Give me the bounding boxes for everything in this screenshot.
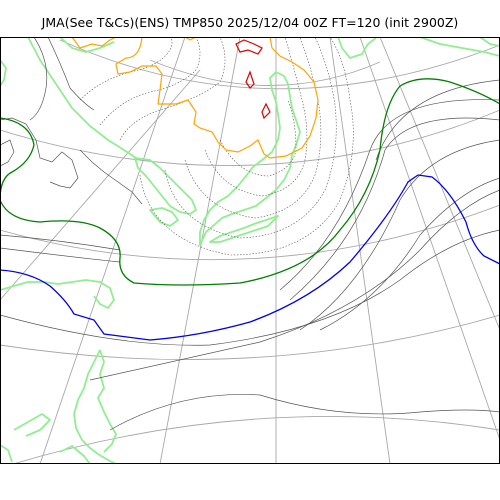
isotherm-blue	[0, 174, 500, 341]
isotherms-solid	[0, 37, 500, 431]
isotherm-red	[235, 39, 271, 120]
isotherm-green	[0, 78, 500, 286]
weather-map	[0, 37, 500, 464]
graticule-latitudes	[0, 39, 500, 464]
coastlines	[0, 37, 500, 464]
isotherms-dotted	[79, 37, 354, 256]
map-title: JMA(See T&Cs)(ENS) TMP850 2025/12/04 00Z…	[41, 15, 459, 30]
